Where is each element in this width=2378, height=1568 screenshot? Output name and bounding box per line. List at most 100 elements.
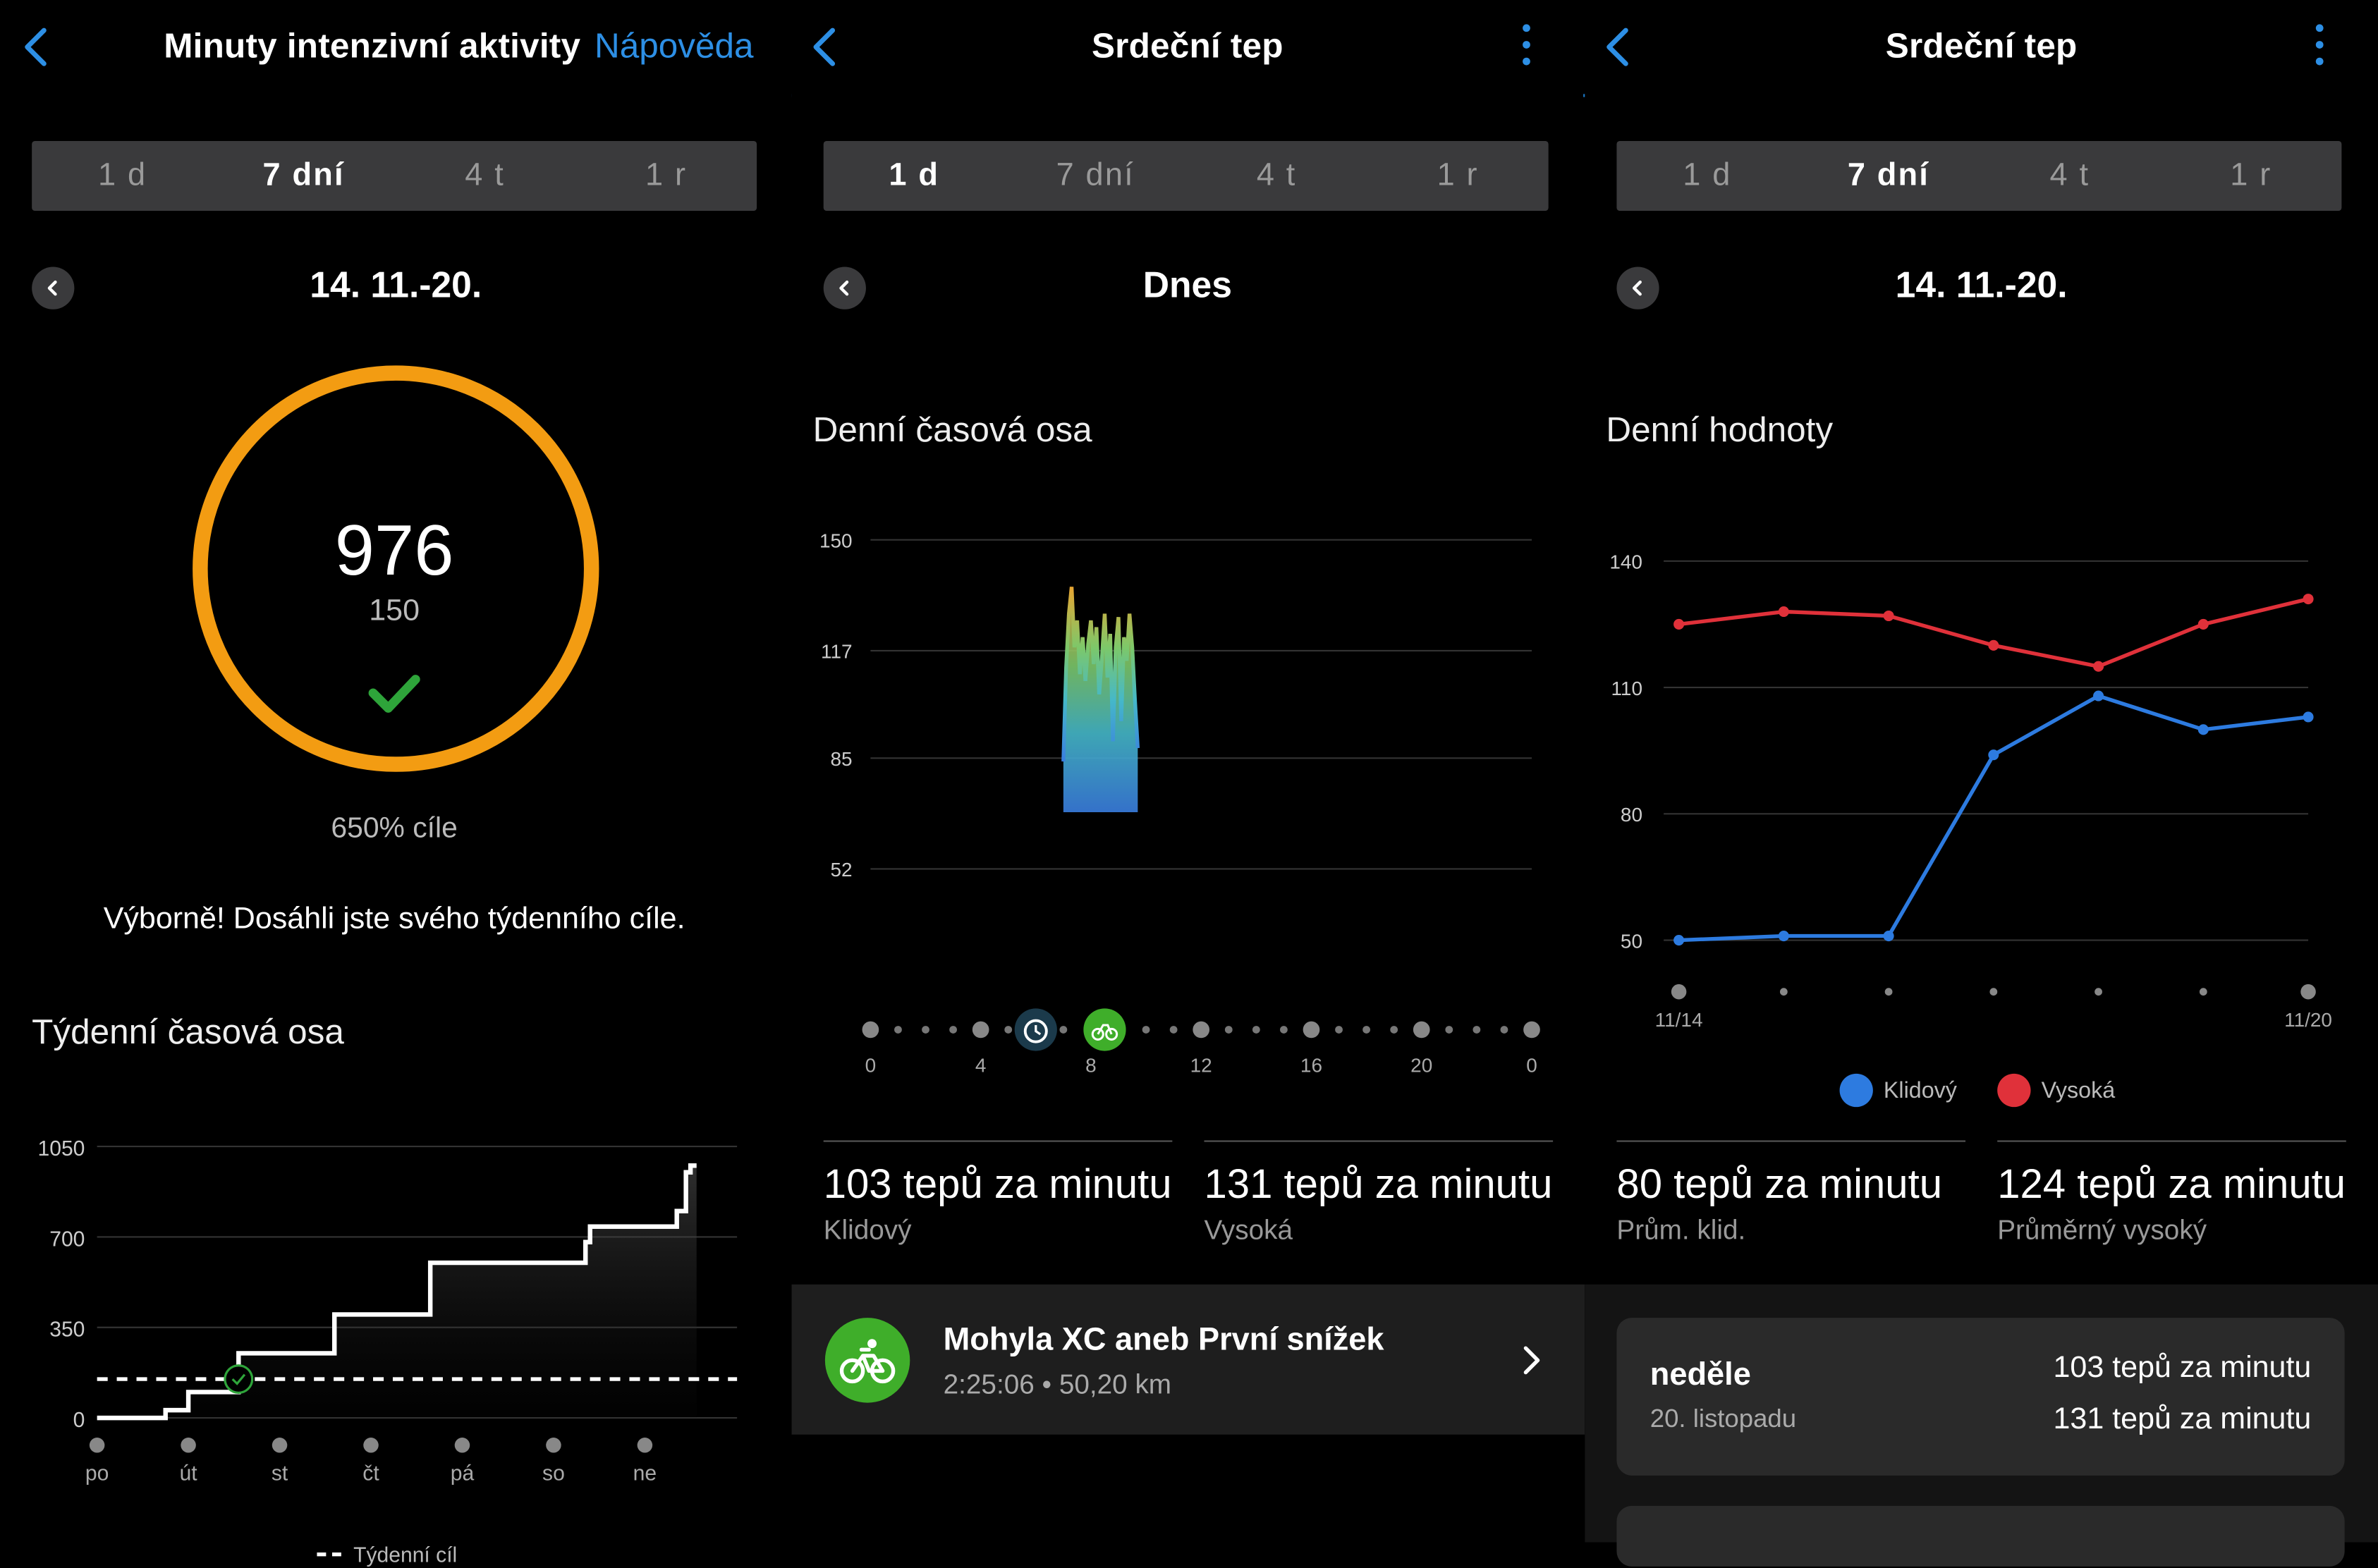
day-rest-value: 103 tepů za minutu — [2053, 1351, 2312, 1385]
timeline-dot — [1523, 1021, 1540, 1039]
date-label: Dnes — [1142, 265, 1232, 307]
timeline-dot — [1413, 1021, 1430, 1039]
stat-high: 131 tepů za minutu Vysoká — [1204, 1140, 1554, 1261]
x-tick-label: 0 — [1526, 1055, 1537, 1077]
tab-7d[interactable]: 7 dní — [1847, 157, 1929, 193]
header: Srdeční tep — [1585, 0, 2378, 94]
day-date: 20. listopadu — [1650, 1404, 1797, 1433]
x-tick-label: čt — [362, 1462, 379, 1485]
minutes-goal: 150 — [369, 594, 420, 628]
timeline-dot — [1303, 1021, 1320, 1039]
legend-swatch — [1997, 1073, 2031, 1108]
timeline-dot — [1335, 1026, 1343, 1034]
page-title: Minuty intenzivní aktivity — [164, 25, 581, 66]
x-tick-label: 4 — [975, 1055, 987, 1077]
help-link[interactable]: Nápověda — [594, 25, 754, 66]
back-icon[interactable] — [18, 24, 55, 70]
legend-swatch — [1839, 1073, 1873, 1108]
back-icon[interactable] — [807, 24, 843, 70]
x-tick-label: st — [272, 1462, 288, 1485]
data-point — [2093, 690, 2104, 702]
data-point — [1778, 606, 1789, 618]
tab-1d[interactable]: 1 d — [1683, 157, 1732, 193]
tab-4w[interactable]: 4 t — [2049, 157, 2090, 193]
day-card[interactable] — [1616, 1505, 2345, 1567]
x-tick-label: 12 — [1190, 1055, 1212, 1077]
chevron-left-icon — [1633, 280, 1642, 296]
timeline-dot — [1252, 1026, 1260, 1034]
x-tick-dot — [363, 1438, 379, 1453]
stat-value: 131 tepů za minutu — [1204, 1161, 1553, 1208]
x-tick-dot — [1671, 984, 1687, 1000]
x-tick-dot — [2095, 988, 2102, 996]
legend-label: Klidový — [1884, 1077, 1958, 1103]
timeline-dot — [862, 1021, 879, 1039]
date-label: 14. 11.-20. — [1895, 265, 2068, 307]
page-title: Srdeční tep — [1885, 25, 2078, 66]
series-line — [97, 1163, 697, 1421]
chevron-left-icon — [47, 280, 57, 296]
more-options-icon[interactable] — [2310, 24, 2328, 70]
stat-label: Průměrný vysoký — [1997, 1214, 2207, 1245]
tab-1y[interactable]: 1 r — [645, 157, 688, 193]
prev-period-button[interactable] — [1616, 267, 1659, 310]
tab-4w[interactable]: 4 t — [1256, 157, 1297, 193]
y-tick-label: 0 — [73, 1409, 85, 1432]
x-tick-dot — [1989, 988, 1998, 996]
cycling-icon — [1083, 1008, 1126, 1051]
timeline-dot — [1142, 1026, 1150, 1034]
data-point — [1988, 749, 1999, 761]
tab-7d[interactable]: 7 dní — [1056, 157, 1135, 193]
weekly-timeline-chart: 0 350 700 1050 po út st čt pá so ne Týdenní cíl — [37, 1137, 738, 1567]
day-card[interactable]: neděle 20. listopadu 103 tepů za minutu … — [1616, 1318, 2345, 1476]
x-tick-dot — [454, 1438, 470, 1453]
timeline-dot — [1390, 1026, 1398, 1034]
hr-line — [1061, 587, 1140, 762]
tab-7d[interactable]: 7 dní — [262, 157, 345, 193]
timeline-dot — [1445, 1026, 1453, 1034]
data-point — [2303, 711, 2314, 723]
timeline-dot — [1193, 1021, 1210, 1039]
x-tick-label: po — [85, 1462, 109, 1485]
section-title: Denní hodnoty — [1606, 409, 1834, 449]
more-options-icon[interactable] — [1517, 24, 1535, 70]
header: Minuty intenzivní aktivity Nápověda — [0, 0, 792, 94]
data-point — [1883, 931, 1894, 942]
minutes-value: 976 — [334, 509, 454, 590]
x-tick-dot — [637, 1438, 653, 1453]
activity-row[interactable]: Mohyla XC aneb První snížek 2:25:06 • 50… — [791, 1284, 1585, 1435]
x-tick-label: 0 — [865, 1055, 877, 1077]
x-tick-label: 11/20 — [2284, 1009, 2332, 1031]
cycling-icon — [824, 1318, 910, 1403]
legend-label: Týdenní cíl — [353, 1543, 457, 1567]
y-tick-label: 50 — [1621, 930, 1642, 952]
data-point — [1883, 610, 1894, 622]
x-tick-label: 20 — [1410, 1055, 1432, 1077]
back-icon[interactable] — [1600, 24, 1637, 70]
timeline-dot — [972, 1021, 989, 1039]
check-icon — [368, 675, 420, 713]
header: Srdeční tep — [792, 0, 1584, 94]
x-tick-label: 16 — [1300, 1055, 1322, 1077]
alarm-icon-hands — [1035, 1025, 1042, 1036]
y-tick-label: 700 — [49, 1227, 85, 1251]
data-point — [1673, 935, 1685, 946]
y-tick-label: 150 — [819, 529, 853, 551]
period-tabs: 1 d 7 dní 4 t 1 r — [32, 141, 757, 211]
prev-period-button[interactable] — [32, 267, 75, 310]
intensity-minutes-panel: Minuty intenzivní aktivity Nápověda 1 d … — [0, 0, 792, 1568]
timeline-dot — [922, 1026, 929, 1034]
timeline-dot — [1362, 1026, 1370, 1034]
day-name: neděle — [1650, 1357, 1751, 1392]
tab-4w[interactable]: 4 t — [465, 157, 505, 193]
y-tick-label: 117 — [821, 641, 853, 663]
tab-1y[interactable]: 1 r — [1437, 157, 1479, 193]
x-tick-dot — [546, 1438, 561, 1453]
tab-1d[interactable]: 1 d — [98, 157, 147, 193]
y-tick-label: 110 — [1611, 678, 1642, 699]
tab-1d[interactable]: 1 d — [889, 157, 940, 193]
tab-1y[interactable]: 1 r — [2230, 157, 2272, 193]
prev-period-button[interactable] — [823, 267, 866, 310]
data-point — [2093, 661, 2104, 672]
day-high-value: 131 tepů za minutu — [2053, 1402, 2312, 1436]
